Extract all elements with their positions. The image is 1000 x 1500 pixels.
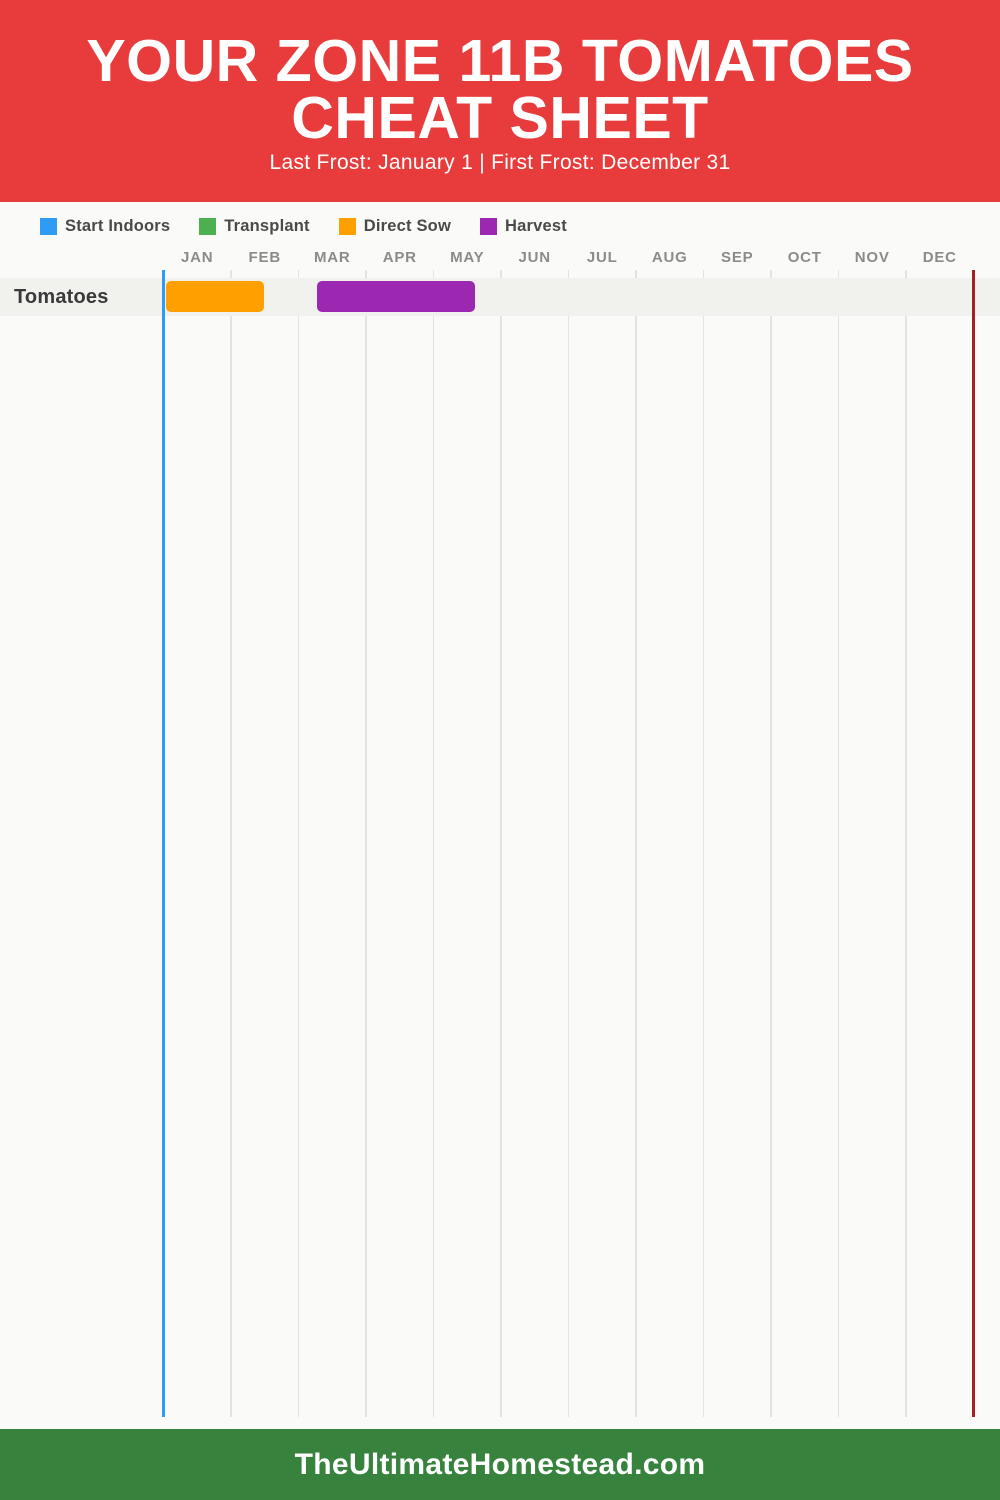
bar-harvest xyxy=(317,280,475,312)
direct-sow-swatch-icon xyxy=(338,217,356,235)
first-frost-line xyxy=(972,270,975,1417)
month-gridline xyxy=(567,270,570,1417)
footer-site-text: TheUltimateHomestead.com xyxy=(294,1447,706,1481)
harvest-swatch-icon xyxy=(480,217,497,235)
month-gridline xyxy=(702,270,705,1417)
header: YOUR ZONE 11B TOMATOES CHEAT SHEET Last … xyxy=(0,0,1000,202)
page-title-line2: CHEAT SHEET xyxy=(291,85,709,152)
month-label-jun: JUN xyxy=(518,249,551,266)
month-label-oct: OCT xyxy=(787,249,822,266)
legend-item-harvest: Harvest xyxy=(480,217,567,236)
frost-dates-subtitle: Last Frost: January 1 | First Frost: Dec… xyxy=(269,151,731,175)
footer: TheUltimateHomestead.com xyxy=(0,1429,1000,1500)
row-band xyxy=(0,278,1000,316)
month-label-may: MAY xyxy=(450,249,485,266)
last-frost-line xyxy=(162,270,165,1417)
page-title-line1: YOUR ZONE 11B TOMATOES xyxy=(86,28,914,94)
row-label-tomatoes: Tomatoes xyxy=(14,285,109,308)
month-label-dec: DEC xyxy=(922,249,957,266)
legend-item-label: Transplant xyxy=(224,216,310,235)
legend: Start Indoors Transplant Direct Sow Harvest xyxy=(40,211,567,241)
month-gridline xyxy=(635,270,637,1417)
legend-item-transplant: Transplant xyxy=(199,216,310,236)
legend-item-label: Start Indoors xyxy=(65,216,171,235)
transplant-swatch-icon xyxy=(199,217,217,235)
month-gridline xyxy=(365,270,367,1417)
month-gridline xyxy=(297,270,300,1417)
month-label-nov: NOV xyxy=(854,249,890,266)
month-label-feb: FEB xyxy=(248,249,281,266)
month-gridline xyxy=(905,270,907,1417)
month-label-jan: JAN xyxy=(181,249,214,266)
month-gridline xyxy=(500,270,502,1417)
month-label-sep: SEP xyxy=(721,249,754,266)
start-indoors-swatch-icon xyxy=(40,217,57,235)
month-gridline xyxy=(230,270,232,1417)
legend-item-label: Harvest xyxy=(505,216,567,235)
bar-direct-sow xyxy=(165,280,265,312)
month-label-apr: APR xyxy=(382,249,417,266)
month-label-mar: MAR xyxy=(313,249,351,266)
page-title: YOUR ZONE 11B TOMATOES CHEAT SHEET xyxy=(0,32,1000,148)
legend-item-direct-sow: Direct Sow xyxy=(338,216,451,236)
legend-item-label: Direct Sow xyxy=(363,216,451,235)
month-gridline xyxy=(837,270,840,1417)
legend-item-start-indoors: Start Indoors xyxy=(40,217,170,236)
month-label-aug: AUG xyxy=(651,249,688,266)
month-gridline xyxy=(770,270,772,1417)
month-label-jul: JUL xyxy=(586,249,618,266)
month-gridline xyxy=(432,270,435,1417)
